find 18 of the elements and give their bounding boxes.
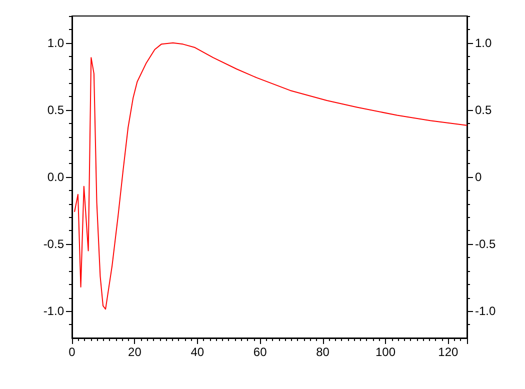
y2-tick-label: 0 — [475, 170, 482, 184]
x-tick-label: 120 — [438, 345, 459, 359]
y-tick-label: 0.0 — [47, 170, 64, 184]
x-tick-label: 20 — [128, 345, 142, 359]
y2-tick-label: -1.0 — [475, 304, 496, 318]
y-tick-label: -0.5 — [43, 237, 64, 252]
y-tick-label: 1.0 — [47, 36, 64, 50]
x-tick-label: 0 — [68, 345, 76, 359]
y2-tick-label: -0.5 — [475, 237, 496, 252]
x-tick-label: 80 — [316, 345, 330, 359]
y2-tick-label: 0.5 — [475, 102, 492, 117]
x-tick-label: 100 — [375, 345, 396, 359]
x-tick-label: 40 — [190, 345, 204, 359]
y2-tick-label: 1.0 — [475, 36, 492, 50]
y-tick-label: -1.0 — [43, 304, 64, 318]
y-tick-label: 0.5 — [47, 102, 64, 117]
line-series — [74, 42, 468, 310]
x-tick-label: 60 — [253, 345, 268, 359]
